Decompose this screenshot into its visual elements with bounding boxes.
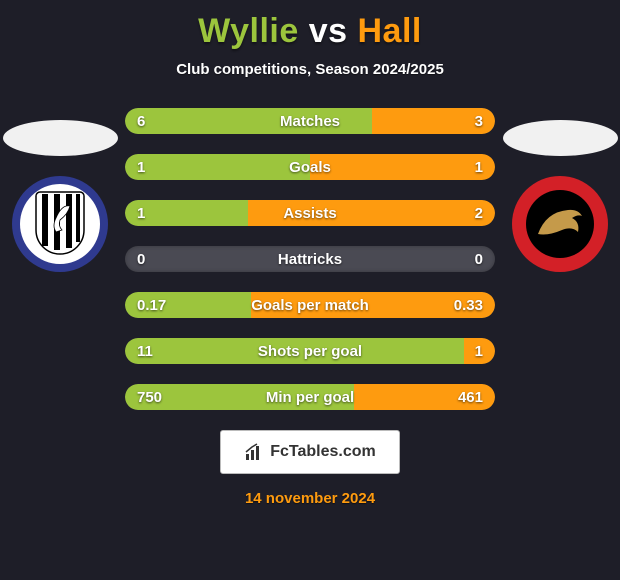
stat-row: 750461Min per goal — [125, 384, 495, 410]
left-player-column — [0, 120, 120, 274]
walsall-badge — [510, 174, 610, 274]
stat-row: 0.170.33Goals per match — [125, 292, 495, 318]
comparison-card: Wyllie vs Hall Club competitions, Season… — [0, 0, 620, 580]
brand-text: FcTables.com — [270, 443, 376, 461]
stats-table: 63Matches 11Goals 12Assists 00Hattricks 0.17… — [125, 108, 495, 410]
stat-label: Hattricks — [125, 251, 495, 268]
stat-label: Matches — [125, 113, 495, 130]
vs-text: vs — [309, 12, 348, 50]
player-silhouette-right — [503, 120, 618, 156]
chart-icon — [244, 442, 264, 462]
fctables-logo[interactable]: FcTables.com — [220, 430, 400, 474]
stat-label: Goals per match — [125, 297, 495, 314]
player-silhouette-left — [3, 120, 118, 156]
gillingham-badge-icon — [10, 174, 110, 274]
page-title: Wyllie vs Hall — [0, 0, 620, 51]
right-player-column — [500, 120, 620, 274]
subtitle: Club competitions, Season 2024/2025 — [0, 61, 620, 78]
date-text: 14 november 2024 — [0, 490, 620, 507]
player1-name: Wyllie — [198, 12, 299, 50]
stat-label: Goals — [125, 159, 495, 176]
stat-label: Assists — [125, 205, 495, 222]
walsall-badge-icon — [510, 174, 610, 274]
stat-row: 11Goals — [125, 154, 495, 180]
stat-label: Shots per goal — [125, 343, 495, 360]
stat-row: 00Hattricks — [125, 246, 495, 272]
stat-row: 63Matches — [125, 108, 495, 134]
gillingham-badge — [10, 174, 110, 274]
stat-row: 12Assists — [125, 200, 495, 226]
stat-label: Min per goal — [125, 389, 495, 406]
stat-row: 111Shots per goal — [125, 338, 495, 364]
player2-name: Hall — [358, 12, 422, 50]
